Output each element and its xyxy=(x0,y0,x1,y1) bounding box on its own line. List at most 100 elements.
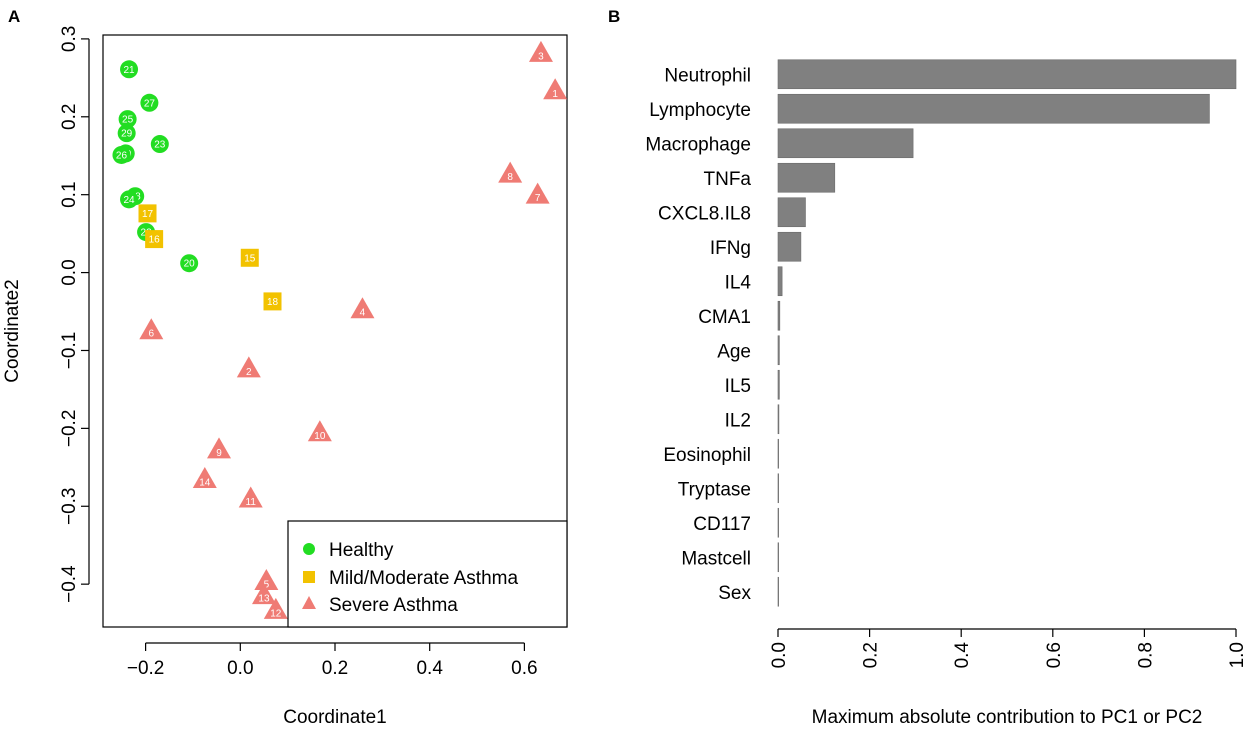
bar-chart-bars xyxy=(777,59,1237,607)
scatter-point-label: 24 xyxy=(123,195,135,206)
scatter-point-label: 1 xyxy=(552,89,558,100)
scatter-point-severe xyxy=(207,437,231,459)
scatter-y-tick-label: 0.3 xyxy=(59,26,80,52)
bar-lymphocyte xyxy=(777,93,1210,124)
scatter-x-tick-label: 0.0 xyxy=(227,658,253,679)
scatter-point-severe xyxy=(192,467,217,488)
scatter-point-label: 12 xyxy=(270,608,282,619)
bar-neutrophil xyxy=(777,59,1237,90)
scatter-point-healthy xyxy=(118,110,137,129)
scatter-y-tick-label: 0.0 xyxy=(59,259,80,285)
scatter-point-label: 5 xyxy=(264,580,270,591)
scatter-y-tick-label: −0.1 xyxy=(59,332,80,370)
bar-tryptase xyxy=(777,473,779,504)
scatter-x-axis-title: Coordinate1 xyxy=(283,707,387,728)
scatter-point-label: 29 xyxy=(121,129,133,140)
scatter-plot-panel: −0.2 0.0 0.2 0.4 0.6 −0.4 −0.3 −0.2 −0.1 0.0 0.1 0… xyxy=(2,26,568,728)
bar-category-label: IL5 xyxy=(725,376,751,397)
bar-x-tick-label: 0.0 xyxy=(769,642,790,668)
bar-category-label: Lymphocyte xyxy=(649,100,751,121)
scatter-point-label: 6 xyxy=(149,329,155,340)
legend-box xyxy=(287,520,568,628)
scatter-point-label: 18 xyxy=(267,297,279,308)
scatter-point-severe xyxy=(350,297,375,319)
bar-sex xyxy=(777,576,779,607)
bar-il2 xyxy=(777,404,780,435)
scatter-point-mild xyxy=(138,204,157,223)
scatter-point-severe xyxy=(139,318,164,340)
scatter-point-label: 11 xyxy=(246,497,257,508)
bar-age xyxy=(777,335,780,366)
scatter-point-healthy xyxy=(120,190,139,209)
bar-tnfa xyxy=(777,162,836,193)
bar-x-tick-label: 0.6 xyxy=(1044,642,1065,668)
scatter-point-healthy xyxy=(150,135,169,154)
bar-eosinophil xyxy=(777,438,779,469)
panel-b-label: B xyxy=(608,7,620,26)
bar-x-tick-label: 0.2 xyxy=(861,642,882,668)
bar-chart-x-axis-title: Maximum absolute contribution to PC1 or … xyxy=(812,707,1203,728)
legend-healthy-marker xyxy=(303,543,315,555)
bar-il5 xyxy=(777,369,780,400)
scatter-point-severe xyxy=(307,420,332,442)
bar-category-label: Age xyxy=(717,341,751,362)
bar-category-label: Neutrophil xyxy=(664,65,751,86)
scatter-point-healthy xyxy=(117,124,136,143)
legend-severe-label: Severe Asthma xyxy=(329,595,458,616)
scatter-point-severe xyxy=(543,78,568,100)
scatter-point-label: 27 xyxy=(144,98,156,109)
bar-x-tick-label: 1.0 xyxy=(1227,642,1247,668)
scatter-y-tick-label: −0.3 xyxy=(59,488,80,526)
bar-category-label: TNFa xyxy=(704,169,752,190)
bar-cd117 xyxy=(777,507,779,538)
bar-category-label: Tryptase xyxy=(678,479,751,500)
bar-cma1 xyxy=(777,300,781,331)
scatter-point-severe xyxy=(251,583,276,605)
scatter-point-label: 25 xyxy=(122,115,134,126)
bar-category-label: Mastcell xyxy=(681,548,751,569)
bar-category-label: CD117 xyxy=(693,514,751,535)
scatter-point-mild xyxy=(240,248,259,267)
bar-chart-x-axis: 0.0 0.2 0.4 0.6 0.8 1.0 xyxy=(769,628,1247,669)
scatter-point-severe xyxy=(254,569,279,591)
bar-x-tick-label: 0.4 xyxy=(952,642,973,669)
scatter-point-label: 17 xyxy=(142,209,154,220)
bar-cxcl8-il8 xyxy=(777,197,806,228)
scatter-point-label: 16 xyxy=(149,235,161,246)
scatter-point-label: 23 xyxy=(154,140,166,151)
scatter-point-severe xyxy=(263,597,288,619)
scatter-x-tick-label: 0.6 xyxy=(511,658,537,679)
scatter-point-severe xyxy=(238,486,263,508)
scatter-point-healthy xyxy=(180,254,199,273)
scatter-point-label: 26 xyxy=(116,150,128,161)
scatter-point-healthy xyxy=(140,93,159,112)
legend-mild-marker xyxy=(303,571,315,583)
scatter-point-label: 15 xyxy=(244,253,256,264)
panel-a-label: A xyxy=(8,7,20,26)
scatter-point-severe xyxy=(525,182,550,204)
scatter-point-label: 14 xyxy=(199,478,211,489)
scatter-point-label: 7 xyxy=(535,193,541,204)
scatter-y-tick-label: 0.1 xyxy=(59,181,80,207)
bar-ifng xyxy=(777,231,802,262)
scatter-point-label: 4 xyxy=(360,308,366,319)
scatter-point-severe xyxy=(498,161,523,183)
scatter-point-severe xyxy=(528,40,553,62)
legend-mild-label: Mild/Moderate Asthma xyxy=(329,568,518,589)
scatter-y-tick-label: 0.2 xyxy=(59,104,80,130)
bar-mastcell xyxy=(777,542,779,573)
bar-chart-panel: Neutrophil Lymphocyte Macrophage TNFa CXCL8.… xyxy=(645,59,1247,728)
scatter-point-mild xyxy=(263,292,282,311)
bar-category-label: Eosinophil xyxy=(663,445,751,466)
scatter-point-label: 2 xyxy=(246,367,252,378)
scatter-legend: Healthy Mild/Moderate Asthma Severe Asth… xyxy=(287,520,568,628)
scatter-point-label: 9 xyxy=(216,448,222,459)
scatter-point-mild xyxy=(145,230,164,249)
bar-category-label: Sex xyxy=(718,583,751,604)
scatter-point-label: 8 xyxy=(507,172,513,183)
scatter-x-tick-label: 0.2 xyxy=(322,658,348,679)
scatter-point-label: 13 xyxy=(258,594,270,605)
scatter-x-tick-label: 0.4 xyxy=(416,658,443,679)
scatter-point-label: 10 xyxy=(314,431,326,442)
